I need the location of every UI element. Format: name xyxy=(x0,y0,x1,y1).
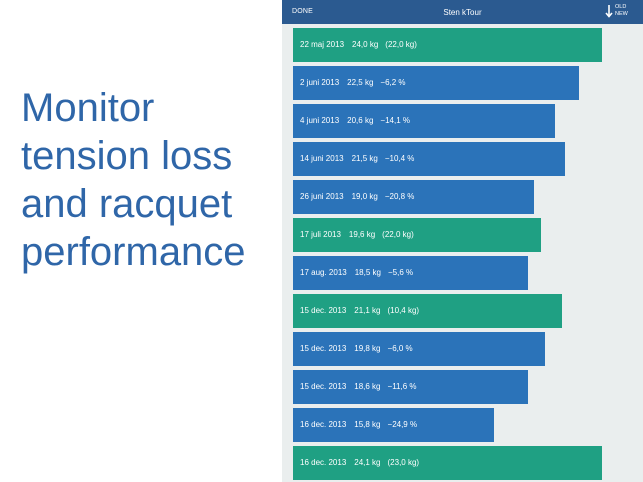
entry-change: −20,8 % xyxy=(384,192,415,201)
sort-old-label: OLD xyxy=(615,4,627,10)
entry-change: −6,0 % xyxy=(387,344,413,353)
navigation-bar: DONE Sten kTour OLD NEW xyxy=(282,0,643,24)
entry-tension: 21,1 kg xyxy=(354,306,381,315)
entry-date: 2 juni 2013 xyxy=(300,78,340,87)
promo-line-1: Monitor xyxy=(21,86,155,130)
restring-entry-row[interactable]: 15 dec. 2013 21,1 kg (10,4 kg) xyxy=(293,294,562,328)
entry-date: 16 dec. 2013 xyxy=(300,458,347,467)
done-button[interactable]: DONE xyxy=(292,8,314,15)
entry-change: −5,6 % xyxy=(387,268,414,277)
entry-tension: 19,6 kg xyxy=(348,230,376,239)
entry-change: −14,1 % xyxy=(380,116,410,125)
measurement-entry-row[interactable]: 2 juni 2013 22,5 kg −6,2 % xyxy=(293,66,579,100)
entry-date: 16 dec. 2013 xyxy=(300,420,347,429)
restring-entry-row[interactable]: 16 dec. 2013 24,1 kg (23,0 kg) xyxy=(293,446,602,480)
entry-change: (23,0 kg) xyxy=(387,458,420,467)
entry-tension: 18,6 kg xyxy=(354,382,381,391)
entry-date: 4 juni 2013 xyxy=(300,116,340,125)
measurement-entry-row[interactable]: 15 dec. 2013 19,8 kg −6,0 % xyxy=(293,332,545,366)
entry-date: 14 juni 2013 xyxy=(300,154,344,163)
measurement-entry-row[interactable]: 17 aug. 2013 18,5 kg −5,6 % xyxy=(293,256,528,290)
entry-change: (22,0 kg) xyxy=(385,40,417,49)
restring-entry-row[interactable]: 17 juli 2013 19,6 kg (22,0 kg) xyxy=(293,218,541,252)
entry-tension: 18,5 kg xyxy=(354,268,381,277)
sort-order-button[interactable]: OLD NEW xyxy=(605,3,639,21)
restring-entry-row[interactable]: 22 maj 2013 24,0 kg (22,0 kg) xyxy=(293,28,602,62)
entry-tension: 21,5 kg xyxy=(351,154,378,163)
measurement-entry-row[interactable]: 16 dec. 2013 15,8 kg −24,9 % xyxy=(293,408,494,442)
entry-date: 15 dec. 2013 xyxy=(300,382,347,391)
measurement-entry-row[interactable]: 15 dec. 2013 18,6 kg −11,6 % xyxy=(293,370,528,404)
entry-tension: 22,5 kg xyxy=(347,78,374,87)
entry-date: 17 juli 2013 xyxy=(300,230,341,239)
promo-line-3: and racquet xyxy=(21,182,233,226)
entry-date: 26 juni 2013 xyxy=(300,192,344,201)
entry-change: (22,0 kg) xyxy=(382,230,414,239)
device-screen: DONE Sten kTour OLD NEW 22 maj 2013 24,0 … xyxy=(282,0,643,482)
entry-tension: 24,0 kg xyxy=(352,40,379,49)
entry-tension: 20,6 kg xyxy=(347,116,374,125)
entry-change: −10,4 % xyxy=(384,154,415,163)
entry-change: −24,9 % xyxy=(387,420,418,429)
tension-history-list: 22 maj 2013 24,0 kg (22,0 kg) 2 juni 2013 22… xyxy=(293,28,633,482)
entry-tension: 15,8 kg xyxy=(354,420,381,429)
arrow-down-icon xyxy=(605,5,613,18)
racquet-title: Sten kTour xyxy=(443,8,482,17)
promo-line-2: tension loss xyxy=(21,134,233,178)
measurement-entry-row[interactable]: 14 juni 2013 21,5 kg −10,4 % xyxy=(293,142,565,176)
entry-tension: 19,8 kg xyxy=(354,344,381,353)
sort-new-label: NEW xyxy=(615,11,628,17)
entry-date: 15 dec. 2013 xyxy=(300,344,347,353)
measurement-entry-row[interactable]: 4 juni 2013 20,6 kg −14,1 % xyxy=(293,104,555,138)
measurement-entry-row[interactable]: 26 juni 2013 19,0 kg −20,8 % xyxy=(293,180,534,214)
entry-tension: 24,1 kg xyxy=(354,458,381,467)
entry-date: 17 aug. 2013 xyxy=(300,268,347,277)
entry-change: −11,6 % xyxy=(387,382,417,391)
entry-tension: 19,0 kg xyxy=(351,192,378,201)
entry-date: 22 maj 2013 xyxy=(300,40,345,49)
entry-date: 15 dec. 2013 xyxy=(300,306,347,315)
promo-headline: Monitor tension loss and racquet perform… xyxy=(21,84,271,276)
entry-change: (10,4 kg) xyxy=(387,306,420,315)
promo-line-4: performance xyxy=(21,230,246,274)
entry-change: −6,2 % xyxy=(380,78,406,87)
